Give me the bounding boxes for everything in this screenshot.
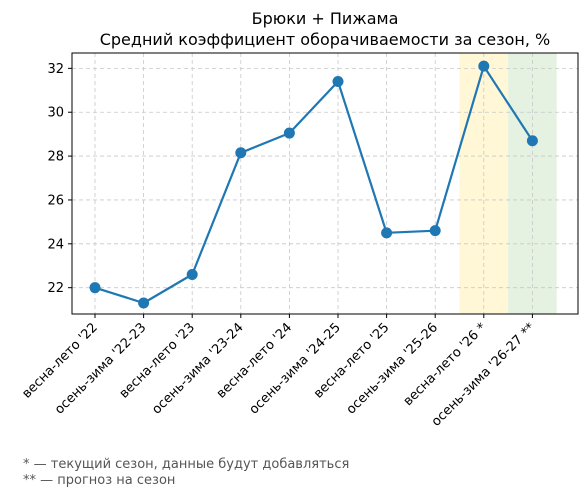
y-tick-label: 28	[47, 150, 64, 165]
y-tick-label: 26	[47, 193, 64, 208]
y-tick-label: 30	[47, 106, 64, 121]
y-axis: 22 24 26 28 30 32	[47, 62, 72, 296]
data-point	[526, 135, 538, 147]
data-point	[478, 60, 490, 72]
x-tick-label: осень-зима '22-23	[52, 320, 149, 417]
x-tick-label: осень-зима '23-24	[149, 320, 246, 417]
data-point	[429, 225, 441, 237]
data-point	[235, 147, 247, 159]
highlight-bands	[459, 53, 557, 314]
x-tick-label: осень-зима '25-26	[344, 320, 441, 417]
data-point	[283, 127, 295, 139]
chart-title: Брюки + Пижама	[252, 9, 399, 28]
data-point	[89, 282, 101, 294]
y-tick-label: 24	[47, 237, 64, 252]
y-tick-label: 32	[47, 62, 64, 77]
x-tick-label: осень-зима '24-25	[247, 320, 344, 417]
y-tick-label: 22	[47, 281, 64, 296]
data-point	[138, 297, 150, 309]
series-line-group	[89, 60, 538, 309]
chart-subtitle: Средний коэффициент оборачиваемости за с…	[100, 30, 551, 49]
grid	[72, 53, 578, 314]
series-line	[94, 65, 534, 305]
plot-frame	[71, 52, 579, 315]
highlight-band-2	[508, 53, 557, 314]
data-point	[381, 227, 393, 239]
data-point	[186, 269, 198, 281]
data-point	[332, 76, 344, 88]
footnote-forecast: ** — прогноз на сезон	[23, 473, 176, 488]
footnote-current-season: * — текущий сезон, данные будут добавлят…	[23, 457, 350, 472]
x-tick-label: весна-лето '26 *	[401, 320, 490, 409]
